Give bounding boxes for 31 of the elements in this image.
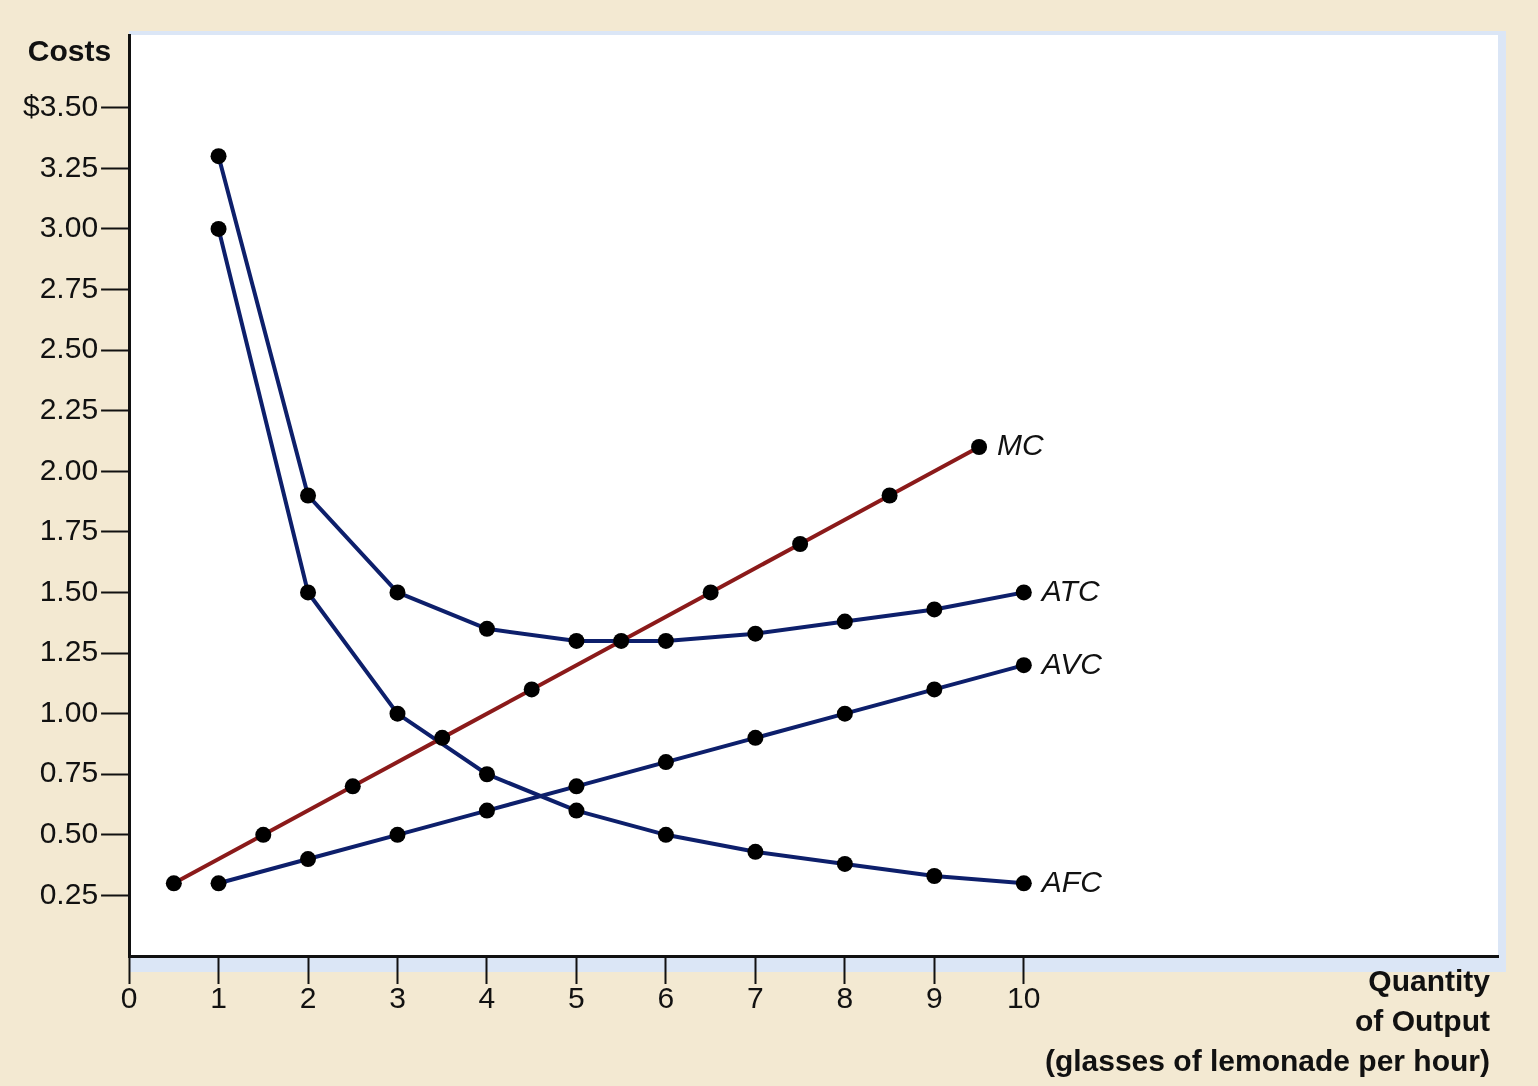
- x-tick-label: 8: [836, 981, 854, 1015]
- y-tick-label: 0.25: [39, 876, 99, 910]
- y-tick-label: 2.25: [39, 391, 99, 425]
- y-tick-label: 0.50: [39, 816, 99, 850]
- y-tick-label: 1.25: [39, 634, 99, 668]
- y-tick-label: 2.50: [39, 331, 99, 365]
- y-tick-label: 2.75: [39, 270, 99, 304]
- y-tick-label: 0.75: [39, 755, 99, 789]
- y-tick-label: $3.50: [23, 88, 99, 122]
- series-label: AFC: [1039, 864, 1103, 898]
- y-tick-label: 3.00: [39, 210, 99, 244]
- series-label: AVC: [1039, 646, 1103, 680]
- x-tick-label: 2: [299, 981, 317, 1015]
- x-tick-label: 5: [568, 981, 585, 1015]
- y-tick-label: 2.00: [39, 452, 99, 486]
- y-axis-title: Costs: [27, 34, 112, 68]
- x-tick-label: 6: [657, 981, 675, 1015]
- y-tick-label: 1.00: [39, 694, 99, 728]
- x-tick-label: 7: [747, 981, 764, 1015]
- series-label: MC: [997, 428, 1045, 462]
- y-tick-label: 1.75: [39, 513, 99, 547]
- x-axis-title: Quantity of Output (glasses of lemonade per hour): [1044, 964, 1491, 1078]
- x-tick-label: 4: [478, 981, 496, 1015]
- y-tick-label: 1.50: [39, 573, 99, 607]
- x-tick-label: 0: [120, 981, 138, 1015]
- series-label: ATC: [1039, 573, 1100, 607]
- x-tick-label: 10: [1007, 981, 1041, 1015]
- x-tick-label: 3: [389, 981, 406, 1015]
- x-tick-label: 1: [210, 981, 227, 1015]
- y-tick-label: 3.25: [39, 149, 99, 183]
- x-tick-label: 9: [925, 981, 943, 1015]
